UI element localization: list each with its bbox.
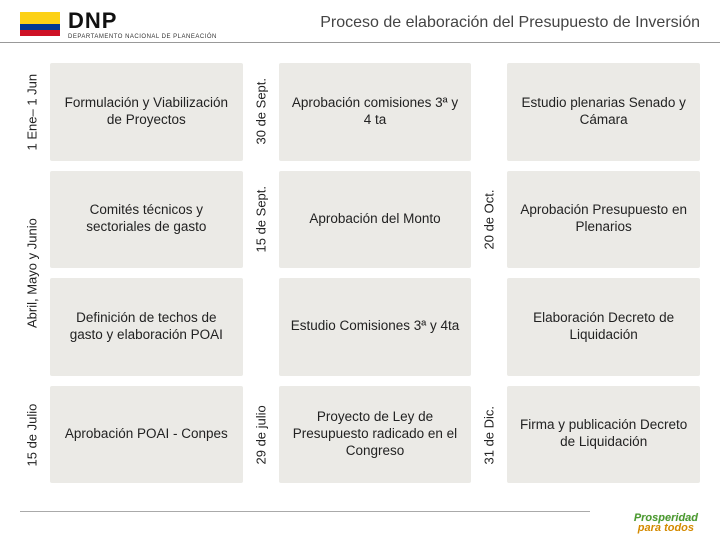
footer-logo: Prosperidad para todos xyxy=(634,514,698,534)
logo: DNP DEPARTAMENTO NACIONAL DE PLANEACIÓN xyxy=(20,8,217,40)
row-label: 15 de Julio xyxy=(20,386,44,484)
spacer xyxy=(477,63,501,161)
process-box: Definición de techos de gasto y elaborac… xyxy=(50,278,243,376)
org-full: DEPARTAMENTO NACIONAL DE PLANEACIÓN xyxy=(68,34,217,40)
footer-line2: para todos xyxy=(634,524,698,534)
row-label: Abril, Mayo y Junio xyxy=(20,171,44,376)
page-title: Proceso de elaboración del Presupuesto d… xyxy=(320,14,700,34)
divider xyxy=(20,511,590,512)
row-label: 1 Ene– 1 Jun xyxy=(20,63,44,161)
spacer xyxy=(249,278,273,376)
logo-text: DNP DEPARTAMENTO NACIONAL DE PLANEACIÓN xyxy=(68,8,217,40)
spacer xyxy=(477,278,501,376)
process-box: Estudio Comisiones 3ª y 4ta xyxy=(279,278,472,376)
process-box: Elaboración Decreto de Liquidación xyxy=(507,278,700,376)
process-box: Firma y publicación Decreto de Liquidaci… xyxy=(507,386,700,484)
process-box: Proyecto de Ley de Presupuesto radicado … xyxy=(279,386,472,484)
process-box: Estudio plenarias Senado y Cámara xyxy=(507,63,700,161)
header: DNP DEPARTAMENTO NACIONAL DE PLANEACIÓN … xyxy=(0,0,720,43)
date-label: 15 de Sept. xyxy=(249,171,273,269)
process-box: Aprobación comisiones 3ª y 4 ta xyxy=(279,63,472,161)
flag-icon xyxy=(20,12,60,36)
date-label: 31 de Dic. xyxy=(477,386,501,484)
date-label: 30 de Sept. xyxy=(249,63,273,161)
process-box: Formulación y Viabilización de Proyectos xyxy=(50,63,243,161)
date-label: 20 de Oct. xyxy=(477,171,501,269)
process-grid: 1 Ene– 1 Jun Formulación y Viabilización… xyxy=(0,43,720,483)
process-box: Aprobación Presupuesto en Plenarios xyxy=(507,171,700,269)
process-box: Aprobación POAI - Conpes xyxy=(50,386,243,484)
org-abbr: DNP xyxy=(68,8,217,34)
process-box: Comités técnicos y sectoriales de gasto xyxy=(50,171,243,269)
process-box: Aprobación del Monto xyxy=(279,171,472,269)
date-label: 29 de julio xyxy=(249,386,273,484)
